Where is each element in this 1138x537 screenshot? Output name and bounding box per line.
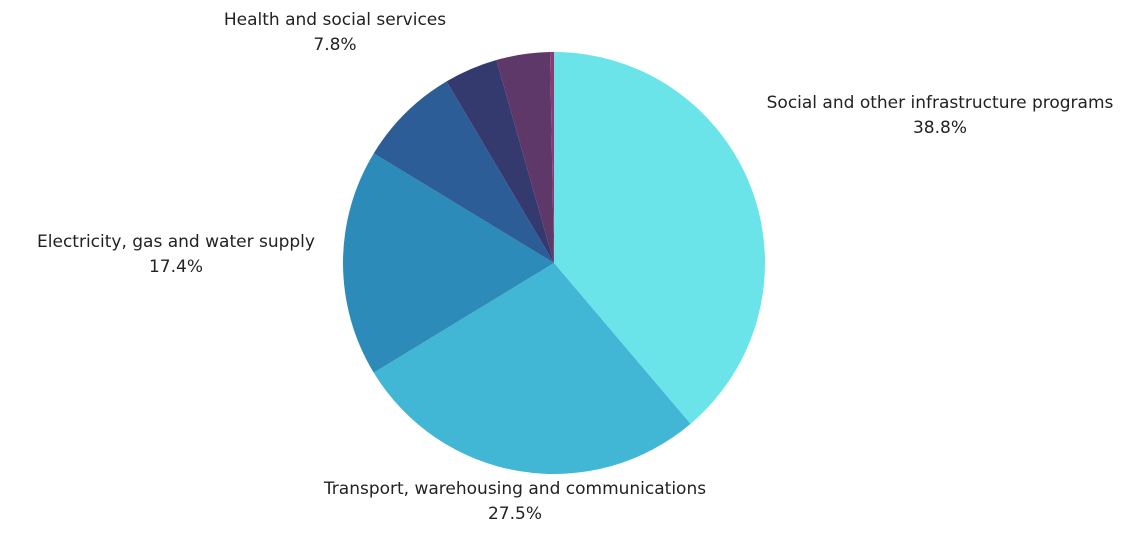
slice-value-label-3: 17.4%	[149, 257, 203, 277]
pie-slice-2	[373, 263, 691, 475]
pie-slice-3	[343, 153, 554, 373]
slice-value-label-2: 27.5%	[488, 504, 542, 524]
pie-slice-5	[446, 60, 554, 264]
pie-slices	[343, 52, 766, 475]
pie-slice-7	[550, 52, 554, 263]
pie-slice-6	[496, 52, 554, 263]
pie-slice-4	[373, 81, 554, 263]
slice-label-2: Transport, warehousing and communication…	[323, 479, 706, 499]
slice-label-4: Health and social services	[224, 10, 446, 30]
slice-label-1: Social and other infrastructure programs	[767, 93, 1114, 113]
slice-value-label-4: 7.8%	[313, 35, 356, 55]
pie-slice-1	[554, 52, 766, 424]
slice-value-label-1: 38.8%	[913, 118, 967, 138]
slice-label-3: Electricity, gas and water supply	[37, 232, 315, 252]
pie-labels: Social and other infrastructure programs…	[37, 10, 1113, 524]
